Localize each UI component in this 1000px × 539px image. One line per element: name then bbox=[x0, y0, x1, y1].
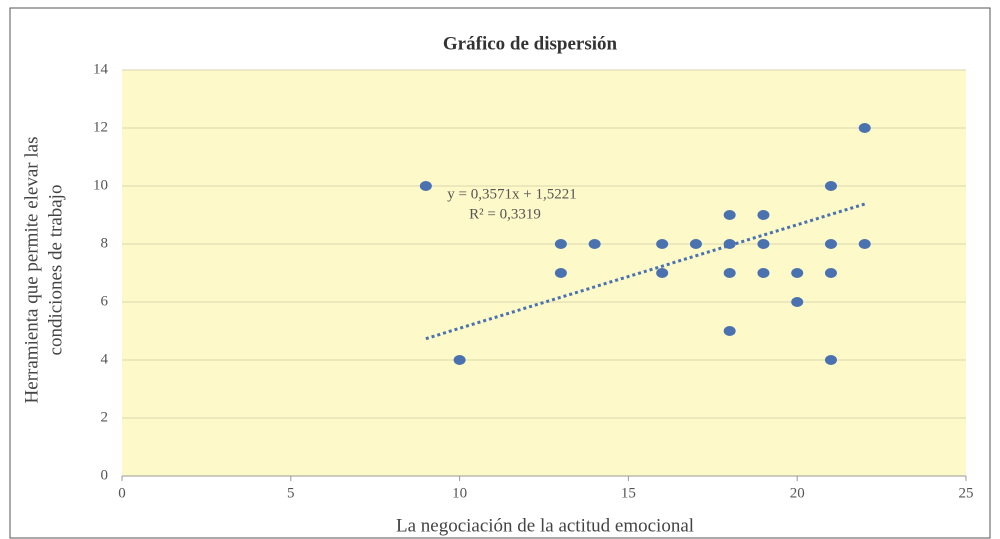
trendline-equation: y = 0,3571x + 1,5221 bbox=[447, 186, 576, 202]
plot-area bbox=[122, 70, 966, 476]
point bbox=[791, 268, 804, 278]
point bbox=[824, 355, 837, 365]
point bbox=[588, 239, 601, 249]
y-tick-label: 12 bbox=[93, 119, 108, 135]
point bbox=[824, 239, 837, 249]
x-tick-label: 0 bbox=[118, 485, 126, 501]
point bbox=[757, 268, 770, 278]
point bbox=[419, 181, 432, 191]
y-tick-label: 0 bbox=[101, 467, 109, 483]
x-tick-label: 5 bbox=[287, 485, 295, 501]
point bbox=[723, 268, 736, 278]
point bbox=[791, 297, 804, 307]
y-tick-label: 2 bbox=[101, 409, 109, 425]
x-tick-label: 25 bbox=[959, 485, 974, 501]
point bbox=[656, 268, 669, 278]
point bbox=[689, 239, 702, 249]
point bbox=[453, 355, 466, 365]
point bbox=[858, 123, 871, 133]
x-axis-label: La negociación de la actitud emocional bbox=[396, 515, 694, 536]
point bbox=[723, 210, 736, 220]
trendline bbox=[425, 202, 866, 341]
x-tick-label: 10 bbox=[452, 485, 467, 501]
point bbox=[554, 268, 567, 278]
y-tick-label: 14 bbox=[93, 61, 109, 77]
point bbox=[554, 239, 567, 249]
y-axis-label: condiciones de trabajo bbox=[45, 185, 66, 356]
x-tick-label: 15 bbox=[621, 485, 636, 501]
x-tick-label: 20 bbox=[790, 485, 805, 501]
y-tick-label: 8 bbox=[101, 235, 109, 251]
point bbox=[723, 326, 736, 336]
point bbox=[824, 268, 837, 278]
y-tick-label: 10 bbox=[93, 177, 108, 193]
y-tick-label: 4 bbox=[101, 351, 109, 367]
trendline-r2: R² = 0,3319 bbox=[469, 206, 541, 222]
point bbox=[858, 239, 871, 249]
point bbox=[656, 239, 669, 249]
point bbox=[757, 239, 770, 249]
y-axis-label: Herramienta que permite elevar las bbox=[21, 137, 42, 404]
chart-title: Gráfico de dispersión bbox=[443, 33, 618, 54]
point bbox=[824, 181, 837, 191]
point bbox=[757, 210, 770, 220]
point bbox=[723, 239, 736, 249]
y-tick-label: 6 bbox=[101, 293, 109, 309]
